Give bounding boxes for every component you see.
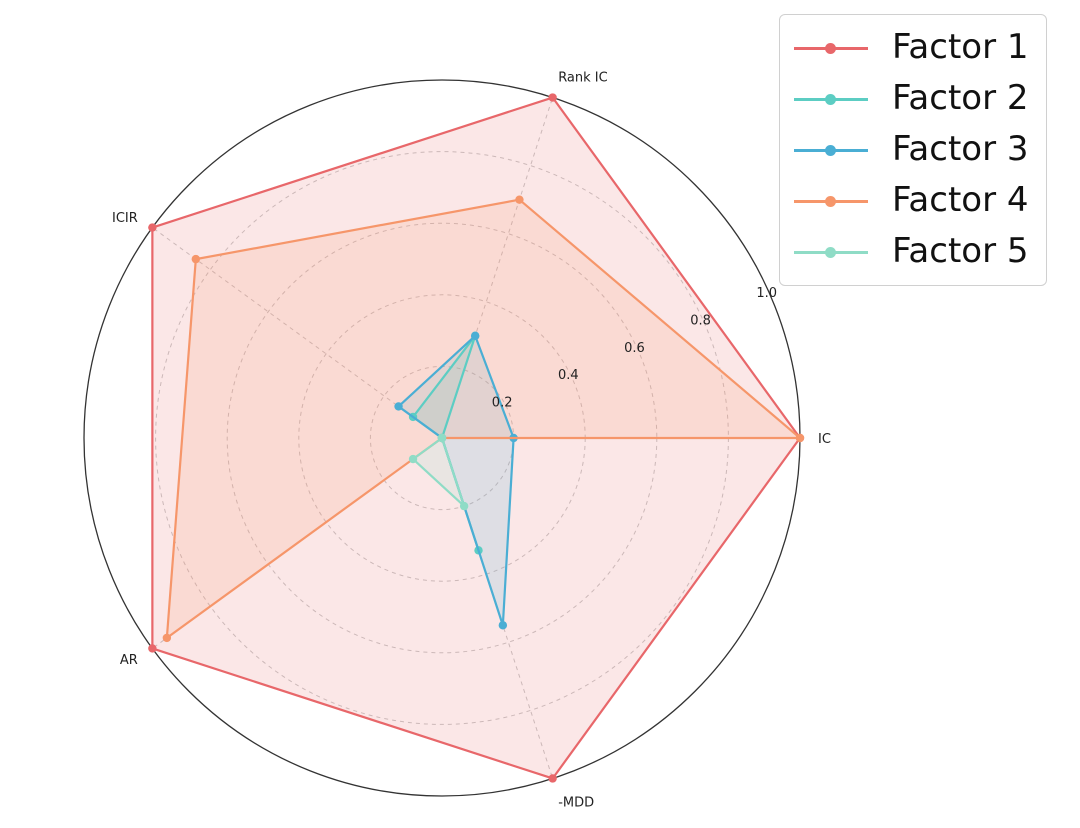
series-fill-factor-4: [166, 199, 800, 638]
axis-label-ic: IC: [818, 432, 831, 447]
radial-tick-label-1: 0.2: [492, 396, 513, 411]
legend-item-factor-5: Factor 5: [780, 229, 1046, 275]
axis-label--mdd: -MDD: [558, 796, 594, 811]
legend-label-factor-3: Factor 3: [892, 129, 1029, 169]
legend-item-factor-1: Factor 1: [780, 25, 1046, 71]
legend-label-factor-4: Factor 4: [892, 180, 1029, 220]
legend-marker-factor-3: [825, 145, 836, 156]
point-factor-1-AR: [148, 644, 157, 653]
point-factor-5-ICIR: [437, 433, 447, 443]
legend-item-factor-3: Factor 3: [780, 127, 1046, 173]
point-factor-1-ICIR: [148, 223, 157, 232]
point-factor-4-Rank IC: [515, 195, 524, 204]
legend-marker-factor-1: [825, 43, 836, 54]
point-factor-4-IC: [795, 433, 805, 443]
axis-label-icir: ICIR: [112, 211, 138, 226]
point-factor-1--MDD: [548, 774, 557, 783]
legend-item-factor-4: Factor 4: [780, 178, 1046, 224]
series-line-factor-4: [165, 198, 802, 640]
legend: Factor 1 Factor 2 Factor 3 Factor 4 Fact…: [779, 14, 1047, 286]
radial-tick-label-3: 0.6: [624, 341, 645, 356]
series-fill-factor-2: [413, 335, 479, 551]
spoke-3: [152, 227, 443, 439]
series-line-factor-1: [151, 96, 802, 780]
radial-tick-label-4: 0.8: [690, 313, 711, 328]
point-factor-5-AR: [408, 454, 418, 464]
legend-marker-factor-5: [825, 247, 836, 258]
point-factor-4-ICIR: [191, 254, 201, 264]
series-line-factor-3: [397, 334, 515, 627]
legend-item-factor-2: Factor 2: [780, 76, 1046, 122]
axis-label-ar: AR: [120, 653, 138, 668]
legend-label-factor-5: Factor 5: [892, 231, 1029, 271]
series-line-factor-5: [411, 436, 466, 508]
axis-label-rank-ic: Rank IC: [558, 70, 608, 85]
legend-marker-factor-4: [825, 196, 836, 207]
point-factor-3--MDD: [498, 621, 508, 630]
radial-tick-label-5: 1.0: [756, 286, 777, 301]
point-factor-1-Rank IC: [548, 93, 557, 102]
radial-tick-label-2: 0.4: [558, 368, 579, 383]
legend-label-factor-1: Factor 1: [892, 27, 1029, 67]
point-factor-5--MDD: [459, 501, 469, 511]
legend-label-factor-2: Factor 2: [892, 78, 1029, 118]
legend-marker-factor-2: [825, 94, 836, 105]
point-factor-3-Rank IC: [470, 331, 480, 341]
point-factor-4-AR: [162, 633, 172, 643]
point-factor-3-ICIR: [394, 402, 403, 411]
series-fill-factor-5: [413, 438, 465, 507]
